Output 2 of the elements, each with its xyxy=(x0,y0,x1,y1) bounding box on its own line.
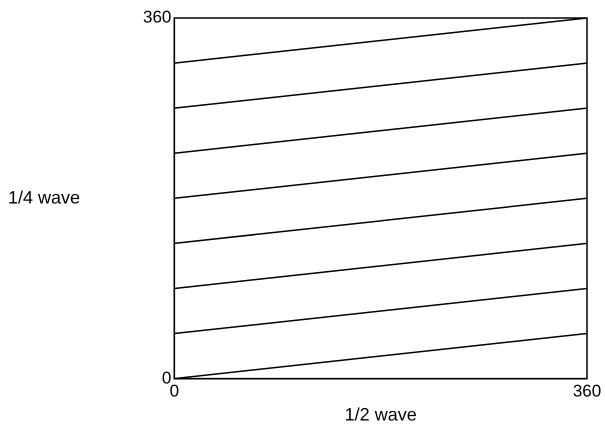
x-axis-title: 1/2 wave xyxy=(344,404,417,425)
y-axis-title: 1/4 wave xyxy=(8,187,80,208)
